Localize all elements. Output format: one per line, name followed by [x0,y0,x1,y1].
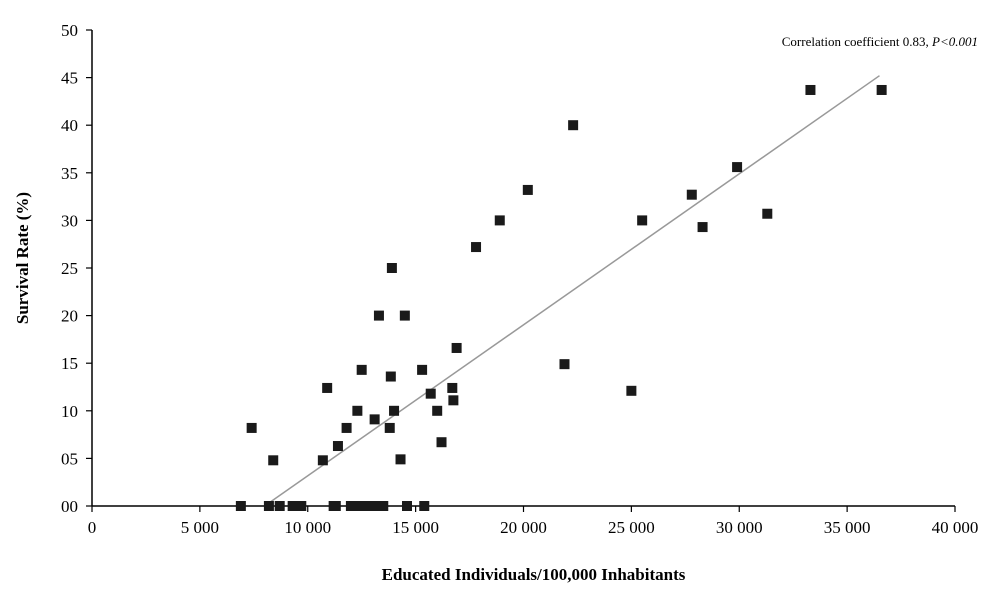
data-point [371,501,382,511]
data-point [384,422,395,433]
data-point [373,310,384,321]
data-point [471,242,482,253]
data-point [401,501,412,511]
data-point [356,364,367,375]
data-point [522,184,533,195]
y-ticks: 00 05 10 15 20 25 30 35 40 45 50 [61,21,92,516]
data-point [568,120,579,131]
data-point [494,215,505,226]
data-point [876,84,887,95]
data-point [559,359,570,370]
data-point [417,364,428,375]
axes [91,30,955,507]
x-tick-label: 0 [88,518,97,537]
data-point [352,405,363,416]
data-point [732,162,743,173]
p-value: P<0.001 [931,34,978,49]
data-point [369,414,380,425]
data-point [637,215,648,226]
data-point [345,501,356,511]
data-point [354,501,365,511]
data-point [386,263,397,273]
data-point [378,501,389,511]
data-point [263,501,274,511]
data-point [235,501,246,511]
y-tick-label: 30 [61,211,78,230]
x-axis-title: Educated Individuals/100,000 Inhabitants [382,565,686,584]
x-tick-label: 40 000 [932,518,979,537]
data-point [365,501,376,511]
y-tick-label: 35 [61,164,78,183]
y-tick-label: 25 [61,259,78,278]
y-tick-label: 10 [61,402,78,421]
data-point [448,395,459,406]
x-tick-label: 20 000 [500,518,547,537]
y-tick-label: 15 [61,354,78,373]
data-point [686,189,697,200]
x-tick-label: 35 000 [824,518,871,537]
x-tick-label: 5 000 [181,518,219,537]
data-point [246,422,257,433]
data-point [332,441,343,452]
data-point [317,455,328,466]
x-tick-label: 25 000 [608,518,655,537]
data-point [425,388,436,399]
correlation-annotation: Correlation coefficient 0.83, P<0.001 [782,34,978,49]
data-point [447,382,458,393]
data-point [330,501,341,511]
data-point [287,501,298,511]
y-tick-label: 20 [61,307,78,326]
x-tick-label: 10 000 [284,518,331,537]
data-point [399,310,410,321]
data-point [451,342,462,353]
data-point [436,437,447,448]
y-axis-title: Survival Rate (%) [13,192,32,324]
y-tick-label: 40 [61,116,78,135]
y-tick-label: 00 [61,497,78,516]
data-point [389,405,400,416]
data-point [268,455,279,466]
data-point [419,501,430,511]
y-tick-label: 05 [61,449,78,468]
data-point [805,84,816,95]
y-tick-label: 50 [61,21,78,40]
data-point [697,222,708,233]
data-point [341,422,352,433]
data-point [296,501,307,511]
x-tick-label: 15 000 [392,518,439,537]
trendline [264,75,880,507]
correlation-prefix: Correlation coefficient 0.83, [782,34,932,49]
data-points [235,84,887,511]
x-tick-label: 30 000 [716,518,763,537]
data-point [432,405,443,416]
y-tick-label: 45 [61,69,78,88]
data-point [626,385,637,396]
data-point [385,371,396,382]
data-point [762,208,773,219]
data-point [322,382,333,393]
data-point [395,454,406,465]
x-ticks: 0 5 000 10 000 15 000 20 000 25 000 30 000 35 0… [88,506,979,537]
trendline-group [264,75,880,507]
data-point [274,501,285,511]
